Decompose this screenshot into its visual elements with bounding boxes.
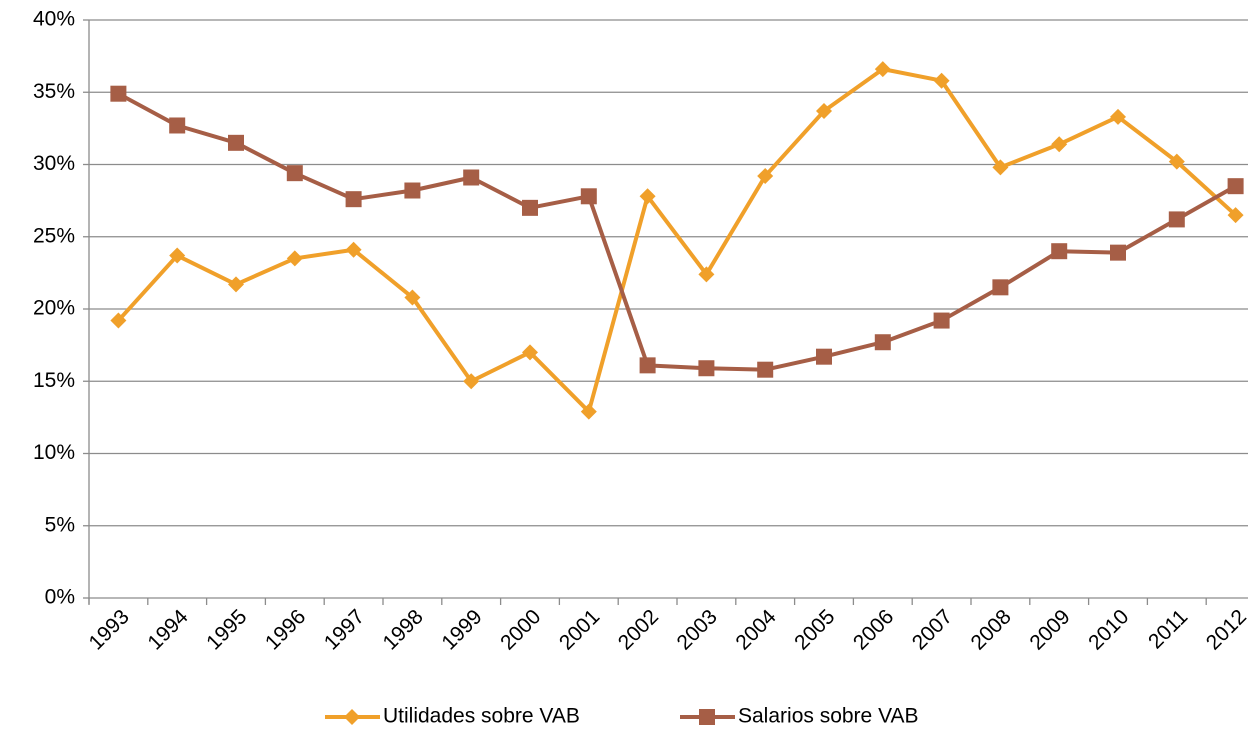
data-point bbox=[228, 134, 244, 151]
data-point bbox=[933, 312, 950, 329]
x-tick-label: 2006 bbox=[849, 605, 898, 654]
x-tick-label: 2000 bbox=[496, 605, 545, 654]
data-point bbox=[404, 182, 421, 199]
data-point bbox=[404, 289, 421, 306]
series-line bbox=[117, 91, 1237, 372]
y-tick-label: 10% bbox=[33, 441, 75, 464]
data-point bbox=[698, 360, 715, 377]
x-tick-label: 2008 bbox=[967, 605, 1016, 654]
legend-label: Utilidades sobre VAB bbox=[383, 705, 580, 728]
data-point bbox=[286, 250, 303, 267]
y-tick-label: 25% bbox=[33, 224, 75, 247]
x-tick-label: 2001 bbox=[555, 605, 604, 654]
data-point bbox=[345, 241, 362, 258]
data-point bbox=[1168, 153, 1185, 170]
series-line bbox=[116, 67, 1237, 414]
data-point bbox=[757, 168, 774, 185]
x-tick-label: 1997 bbox=[320, 605, 369, 654]
y-tick-label: 0% bbox=[45, 586, 75, 609]
data-point bbox=[522, 344, 538, 361]
data-point bbox=[463, 373, 480, 390]
x-tick-label: 1993 bbox=[85, 605, 134, 654]
data-point bbox=[1110, 108, 1126, 125]
data-point bbox=[169, 247, 186, 264]
legend-marker bbox=[699, 709, 715, 725]
legend-label: Salarios sobre VAB bbox=[738, 705, 919, 728]
x-tick-label: 2011 bbox=[1144, 605, 1192, 653]
y-tick-label: 15% bbox=[33, 369, 75, 392]
x-tick-label: 2007 bbox=[908, 605, 957, 654]
x-tick-label: 1999 bbox=[437, 605, 486, 654]
data-point bbox=[639, 357, 656, 374]
x-tick-label: 2005 bbox=[790, 605, 839, 654]
data-point bbox=[463, 169, 480, 186]
data-point bbox=[1110, 244, 1126, 261]
data-point bbox=[1051, 136, 1068, 153]
x-tick-label: 1994 bbox=[143, 605, 193, 655]
y-tick-label: 35% bbox=[33, 80, 75, 103]
data-point bbox=[110, 85, 127, 102]
data-point bbox=[286, 165, 303, 182]
data-point bbox=[992, 159, 1009, 176]
data-point bbox=[757, 361, 774, 378]
data-point bbox=[580, 403, 597, 420]
data-point bbox=[345, 191, 362, 208]
legend-marker bbox=[344, 709, 360, 725]
data-point bbox=[228, 276, 244, 293]
data-point bbox=[1227, 178, 1244, 195]
data-point bbox=[169, 117, 186, 134]
x-tick-label: 2002 bbox=[614, 605, 663, 654]
x-tick-label: 1995 bbox=[202, 605, 251, 654]
x-tick-label: 2004 bbox=[731, 605, 781, 655]
data-point bbox=[816, 103, 832, 120]
y-tick-label: 30% bbox=[33, 152, 75, 175]
data-point bbox=[1168, 211, 1185, 228]
y-tick-label: 40% bbox=[33, 8, 75, 31]
data-point bbox=[1227, 207, 1244, 224]
data-point bbox=[992, 279, 1009, 296]
x-tick-label: 2009 bbox=[1025, 605, 1074, 654]
x-tick-label: 2003 bbox=[673, 605, 722, 654]
x-tick-label: 2010 bbox=[1084, 605, 1133, 654]
data-point bbox=[110, 312, 127, 329]
data-point bbox=[874, 61, 891, 78]
x-tick-label: 2012 bbox=[1202, 605, 1249, 654]
data-point bbox=[522, 199, 538, 216]
data-point bbox=[816, 348, 832, 365]
data-point bbox=[698, 266, 715, 283]
data-point bbox=[933, 72, 950, 89]
x-tick-label: 1998 bbox=[379, 605, 428, 654]
x-tick-label: 1996 bbox=[261, 605, 310, 654]
data-point bbox=[580, 188, 597, 205]
data-point bbox=[639, 188, 656, 205]
y-tick-label: 5% bbox=[45, 513, 75, 536]
data-point bbox=[1051, 243, 1068, 260]
y-tick-label: 20% bbox=[33, 297, 75, 320]
data-point bbox=[874, 334, 891, 351]
